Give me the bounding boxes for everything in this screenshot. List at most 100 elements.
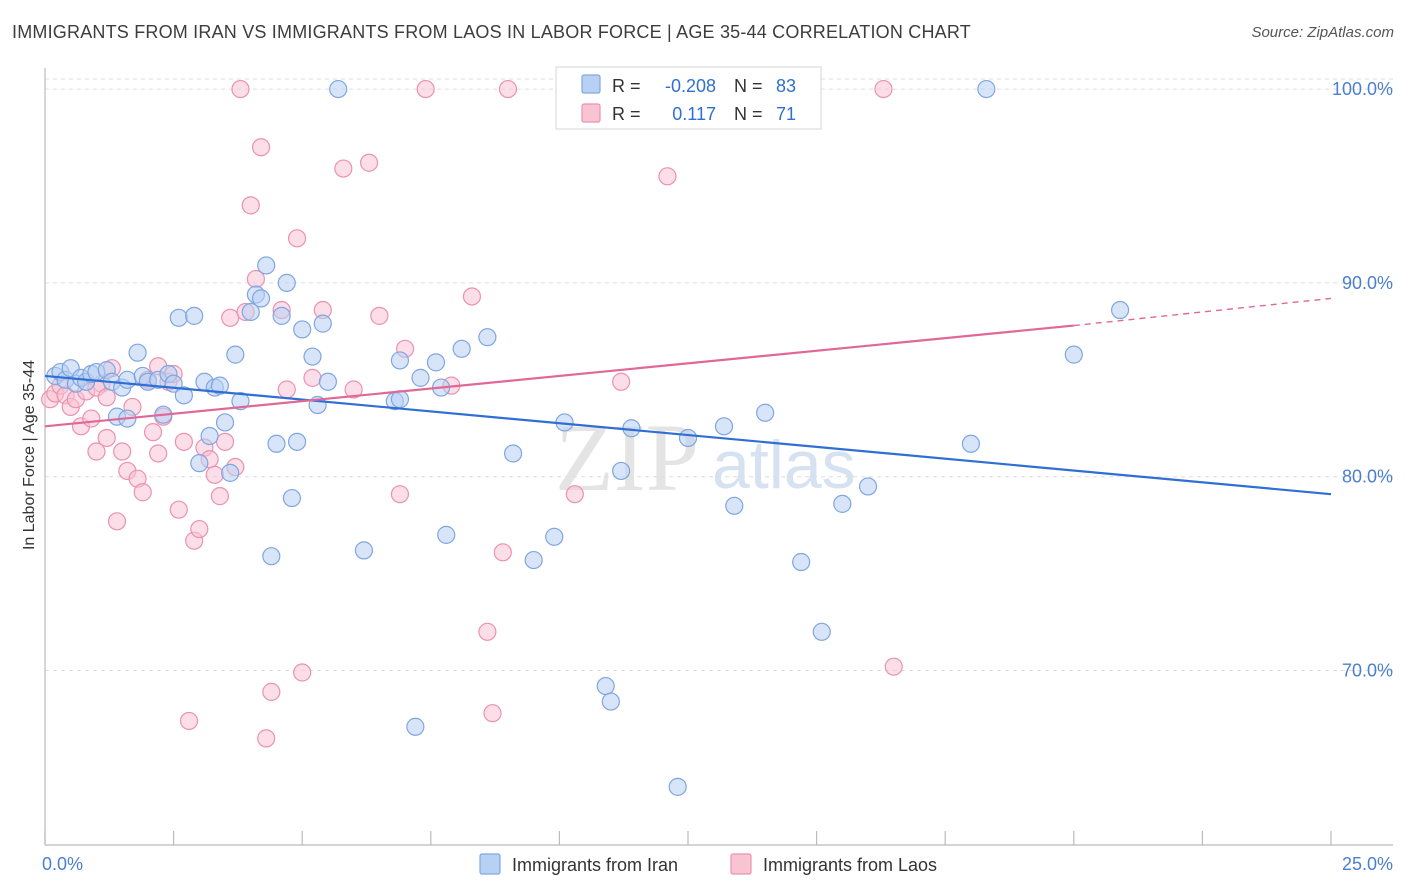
laos-point [277,380,296,399]
stats-r-value-laos: 0.117 [672,104,716,124]
gridlines [45,78,1393,672]
iran-point [241,302,260,322]
laos-point [370,306,389,325]
iran-point [354,541,374,560]
laos-trend-line [44,324,1074,428]
laos-point [287,229,307,248]
laos-point [241,196,260,215]
iran-point [169,308,188,327]
y-tick-label: 70.0% [1342,661,1393,681]
iran-point [329,79,348,99]
iran-point [251,289,271,308]
iran-point [478,328,497,347]
iran-point [725,496,744,515]
x-tick-label-min: 0.0% [42,854,83,874]
iran-point [287,432,307,451]
iran-point [262,547,281,566]
trend-lines [44,297,1332,496]
stats-n-value-laos: 71 [776,104,796,124]
iran-point [668,777,687,796]
laos-point [478,622,497,641]
stats-n-label-laos: N = [734,104,763,124]
source-credit: Source: ZipAtlas.com [1251,24,1394,41]
laos-point [251,138,271,157]
y-tick-label: 100.0% [1332,79,1393,99]
stats-swatch-laos [581,103,601,123]
iran-point [128,343,147,362]
iran-point [504,444,523,463]
y-tick-label: 90.0% [1342,273,1393,293]
iran-point [961,434,981,453]
laos-point [179,711,199,731]
iran-point [977,79,996,99]
iran-point [174,386,193,405]
laos-point [221,308,240,327]
laos-point [498,79,518,99]
y-tick-label: 80.0% [1342,467,1393,487]
laos-point [334,159,353,178]
laos-point [210,487,229,506]
laos-point [416,79,435,99]
iran-point [1064,345,1083,364]
iran-point [318,372,338,391]
stats-legend: R = -0.208 N = 83 R = 0.117 N = 71 [555,66,822,130]
laos-point [493,543,512,562]
iran-point [406,717,425,736]
iran-point [714,417,734,436]
laos-point [565,485,584,504]
iran-point [601,692,620,711]
iran-point [390,351,410,370]
iran-trend-line [44,374,1332,496]
iran-point [452,339,471,358]
iran-point [272,306,291,325]
stats-n-value-iran: 83 [776,76,796,96]
iran-point [257,256,276,275]
axis-ticks: 70.0% 80.0% 90.0% 100.0% 0.0% 25.0% [42,79,1393,874]
laos-point [215,432,235,451]
iran-point [267,434,286,453]
iran-point [612,461,631,481]
laos-point [113,442,132,461]
iran-point [411,368,430,387]
legend-swatch-iran [479,853,501,875]
iran-point [215,413,235,432]
axes [44,68,1393,846]
y-axis-label: In Labor Force | Age 35-44 [21,360,38,550]
series-legend: Immigrants from Iran Immigrants from Lao… [479,853,937,875]
iran-point [231,392,250,411]
stats-r-value-iran: -0.208 [665,76,716,96]
laos-point [143,423,163,442]
stats-n-label-iran: N = [734,76,763,96]
laos-point [190,519,209,539]
laos-point [303,368,322,387]
laos-point [658,167,677,186]
laos-point [462,287,482,306]
iran-point [293,320,312,339]
legend-swatch-laos [730,853,752,875]
iran-point [792,552,811,572]
iran-point [596,676,615,696]
iran-point [210,376,229,395]
laos-point [231,79,250,99]
series-iran-points [46,79,1130,796]
iran-point [221,463,240,482]
iran-point [756,403,775,422]
laos-point [133,483,152,502]
iran-point [118,370,137,389]
laos-point [97,388,116,407]
laos-point [149,444,168,463]
stats-r-label-iran: R = [612,76,641,96]
iran-point [277,273,296,293]
laos-point [359,153,379,172]
laos-point [87,442,106,461]
iran-point [200,426,219,446]
iran-point [282,488,302,508]
laos-point [390,485,410,504]
iran-point [426,353,446,372]
legend-label-laos: Immigrants from Laos [763,855,937,875]
laos-point [874,79,893,99]
laos-point [293,663,312,682]
iran-point [313,314,332,333]
iran-point [1110,300,1130,320]
